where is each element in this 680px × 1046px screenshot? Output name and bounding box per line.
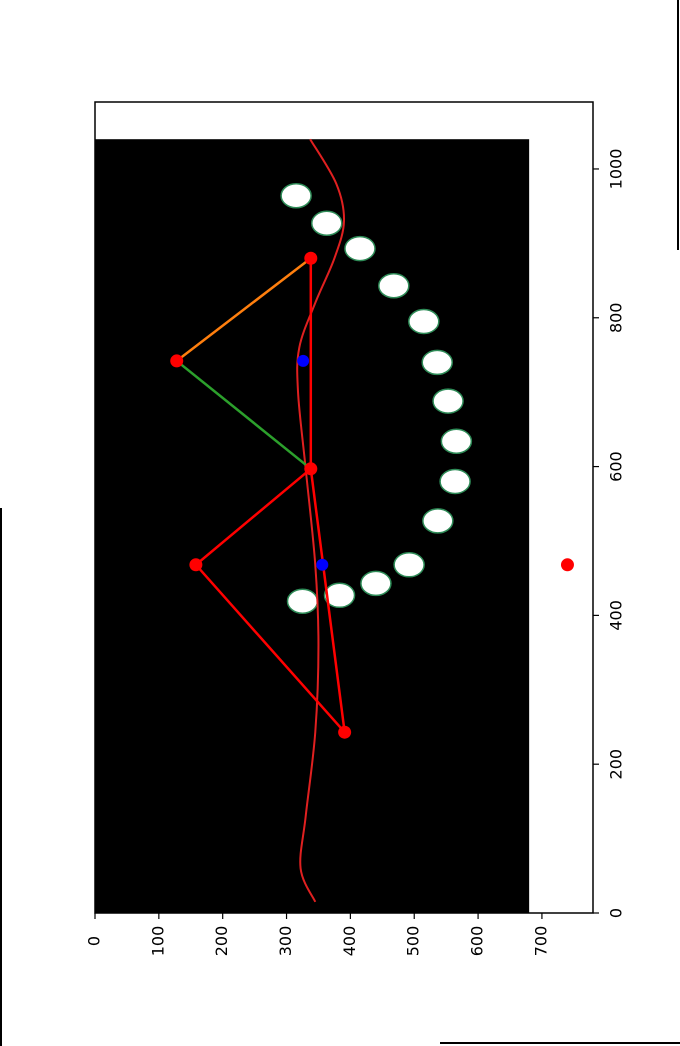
ellipse-markers [280,182,473,614]
point-markers [170,251,574,739]
curve-line [296,138,346,903]
x-tick-label: 400 [607,600,626,631]
y-tick-label: 700 [531,926,550,957]
y-tick-label: 500 [404,926,423,957]
ellipse-marker [286,588,319,614]
red-point [304,462,318,476]
x-tick-label: 200 [607,749,626,780]
segment-line [175,257,312,362]
y-tick-label: 300 [276,926,295,957]
ellipse-marker [360,570,392,597]
segment-line [175,359,312,470]
red-point [170,354,184,368]
ellipse-marker [440,428,473,455]
ellipse-marker [311,210,343,237]
ellipse-marker [439,468,471,495]
y-tick-label: 0 [85,936,104,946]
red-point [189,558,203,572]
ellipse-marker [280,182,312,209]
red-point [304,251,318,265]
fitted-curve [296,138,346,903]
ellipse-marker [421,349,453,376]
red-point [338,725,352,739]
ellipse-marker [422,508,454,534]
decorative-line-left [0,508,2,1046]
axes-frame [94,101,594,914]
red-point [560,558,574,572]
x-tick-label: 0 [607,908,626,918]
x-tick-label: 600 [607,451,626,482]
decorative-line-bottom [440,1042,680,1044]
ellipse-marker [393,552,425,578]
ellipse-marker [344,235,376,262]
decorative-line-top-right [677,0,679,250]
x-axis-ticks: 0 200 400 600 800 1000 [593,149,626,918]
x-tick-label: 1000 [607,149,626,190]
y-tick-label: 200 [212,926,231,957]
ellipse-marker [432,388,464,414]
y-tick-label: 100 [148,926,167,957]
ellipse-marker [323,582,356,609]
y-tick-label: 600 [468,926,487,957]
ellipse-marker [408,308,440,335]
x-tick-label: 800 [607,302,626,333]
y-axis-ticks: 0 100 200 300 400 500 600 700 [85,913,550,957]
y-tick-label: 400 [340,926,359,957]
ellipse-marker [378,273,410,299]
blue-point [297,354,310,367]
blue-point [316,558,329,571]
